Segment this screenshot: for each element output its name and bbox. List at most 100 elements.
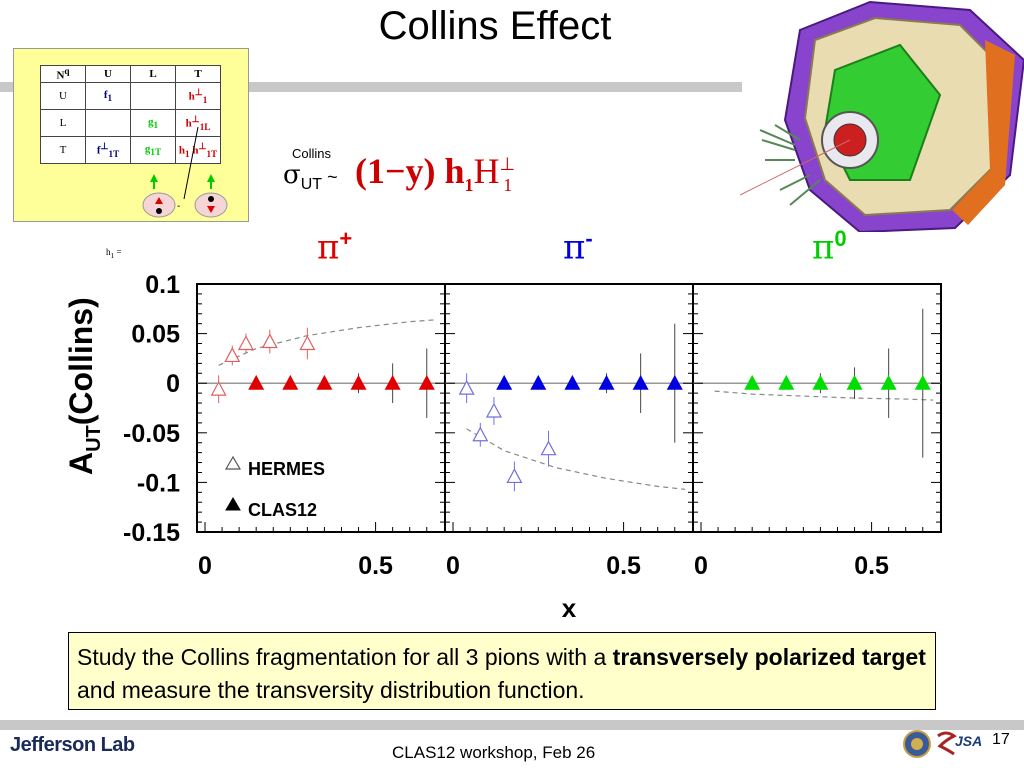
matrix-subscript: 1 (185, 148, 190, 159)
pi-charge: - (585, 226, 593, 251)
spin-arrow-up-icon (150, 174, 158, 182)
matrix-col-header: U (85, 65, 131, 83)
summary-text-1: Study the Collins fragmentation for all … (77, 644, 613, 670)
matrix-corner-q: q (64, 66, 70, 76)
matrix-subscript: 1 (107, 92, 113, 103)
matrix-row-header: T (40, 135, 86, 164)
hermes-point (210, 380, 227, 396)
pi-symbol: π (317, 227, 340, 268)
y-tick-label: -0.15 (123, 519, 180, 547)
panel-frame (196, 283, 446, 533)
clas12-point (778, 374, 795, 390)
tilde: ~ (322, 167, 338, 187)
beam-line (740, 139, 851, 196)
matrix-cell: h⊥1L (175, 108, 221, 137)
clas12-point (598, 374, 615, 390)
hermes-point (485, 402, 502, 418)
y-axis-label: AUT(Collins) (63, 297, 105, 475)
formula-collins-label: Collins (292, 146, 332, 161)
collins-asymmetry-chart: 0 0.5 0 0.5 0 0.5 0.1 0.05 0 -0.05 -0.1 -0.15 AUT(Co… (63, 271, 942, 623)
panel-frame (444, 283, 694, 533)
y-tick-label: 0.05 (131, 321, 180, 349)
matrix-cell: f1 (85, 81, 131, 110)
clas12-point (530, 374, 547, 390)
matrix-cell (85, 108, 131, 137)
matrix-symbol: h (178, 144, 185, 157)
formula-sup: ⊥ (499, 154, 516, 174)
summary-textbox: Study the Collins fragmentation for all … (68, 632, 936, 710)
hermes-point (540, 440, 557, 456)
jefferson-lab-logo: Jefferson Lab (10, 734, 135, 756)
quark-dot-icon (208, 196, 214, 202)
matrix-subscript: 1 (202, 94, 208, 105)
nucleon-icon (194, 192, 228, 218)
matrix-symbol: h (185, 117, 192, 130)
hermes-point (237, 335, 254, 351)
footer-text: CLAS12 workshop, Feb 26 (392, 743, 596, 762)
matrix-subscript: 1L (199, 121, 211, 132)
matrix-cell: g1 (130, 108, 176, 137)
distribution-matrix: Nq U L T U f1 h⊥1 L g1 h⊥1L T f⊥1T g1T h… (40, 65, 221, 164)
quark-dot-icon (156, 208, 162, 214)
matrix-symbol: f (96, 144, 101, 157)
jsa-text: JSA (955, 733, 982, 749)
clas12-point (564, 374, 581, 390)
x-tick-label: 0 (198, 552, 212, 580)
matrix-superscript: ⊥ (194, 86, 203, 97)
y-tick-label: 0 (166, 370, 180, 398)
legend-clas12-label: CLAS12 (248, 500, 317, 520)
x-axis-label: x (562, 593, 577, 623)
matrix-cell (130, 81, 176, 110)
spin-arrow-up-icon (207, 174, 215, 182)
matrix-symbol: h (192, 144, 199, 157)
clas12-point (282, 374, 299, 390)
legend-clas12-marker (225, 497, 241, 511)
y-tick-label: -0.1 (137, 469, 180, 497)
h1-equation: h1 = (106, 247, 122, 260)
hermes-point (472, 426, 489, 442)
matrix-subscript: 1 (153, 119, 159, 130)
clas12-point (418, 374, 435, 390)
clas12-point (812, 374, 829, 390)
clas12-point (248, 374, 265, 390)
doe-jsa-logos: JSA (903, 730, 982, 758)
x-tick-label: 0 (694, 552, 708, 580)
distribution-matrix-panel: Nq U L T U f1 h⊥1 L g1 h⊥1L T f⊥1T g1T h… (13, 48, 249, 260)
summary-text-2: and measure the transversity distributio… (77, 677, 585, 703)
doe-seal-center-icon (911, 738, 923, 750)
x-tick-label: 0.5 (358, 552, 393, 580)
pi-symbol: π (812, 227, 835, 268)
formula-sub1: 1 (464, 175, 474, 196)
spin-diagram: - (142, 126, 228, 218)
matrix-subscript: 1T (150, 146, 162, 157)
x-tick-label: 0.5 (606, 552, 641, 580)
h1-equals: = (116, 247, 122, 257)
pi-zero-label: π0 (812, 226, 847, 267)
page-number: 17 (992, 731, 1010, 748)
matrix-cell: h1 h⊥1T (175, 135, 221, 164)
pi-symbol: π (563, 227, 586, 268)
matrix-symbol: f (103, 88, 108, 101)
nucleon-icon (142, 192, 176, 218)
theory-curve (466, 428, 686, 490)
matrix-subscript: 1T (108, 148, 120, 159)
formula-sub2: 1 (503, 175, 513, 196)
pi-plus-label: π+ (317, 226, 352, 267)
matrix-symbol: g (147, 115, 154, 128)
x-tick-label: 0 (446, 552, 460, 580)
top-divider (0, 82, 742, 92)
clas12-point (744, 374, 761, 390)
cable (759, 129, 796, 146)
matrix-subscript: 1T (206, 148, 218, 159)
jsa-swoosh-icon (937, 731, 957, 756)
clas12-point (384, 374, 401, 390)
bottom-divider (0, 720, 1024, 730)
x-tick-label: 0.5 (854, 552, 889, 580)
clas12-point (846, 374, 863, 390)
matrix-symbol: h (188, 90, 195, 103)
cable (774, 124, 801, 141)
panel-frame (692, 283, 942, 533)
clas12-point (496, 374, 513, 390)
matrix-col-header: L (130, 65, 176, 83)
theory-curve (714, 390, 934, 401)
